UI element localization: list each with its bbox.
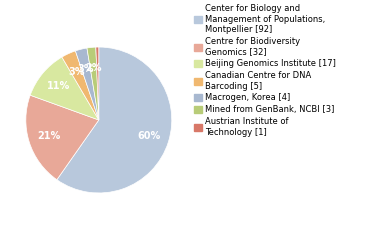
Text: 21%: 21% [37,131,60,141]
Legend: Center for Biology and
Management of Populations,
Montpellier [92], Centre for B: Center for Biology and Management of Pop… [194,4,336,137]
Wedge shape [87,47,99,120]
Text: 3%: 3% [69,67,85,77]
Wedge shape [75,48,99,120]
Text: 3%: 3% [78,64,94,74]
Wedge shape [57,47,172,193]
Text: 60%: 60% [137,131,160,141]
Wedge shape [30,57,99,120]
Wedge shape [26,95,99,180]
Wedge shape [62,51,99,120]
Text: 2%: 2% [85,63,102,73]
Text: 11%: 11% [47,81,70,91]
Wedge shape [96,47,99,120]
